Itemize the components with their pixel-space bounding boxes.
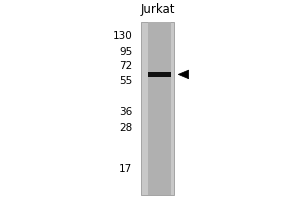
Bar — [148, 22, 170, 195]
Text: Jurkat: Jurkat — [140, 3, 175, 16]
Polygon shape — [178, 70, 189, 79]
Text: 17: 17 — [119, 164, 132, 174]
Text: 72: 72 — [119, 61, 132, 71]
Bar — [148, 72, 170, 77]
Bar — [141, 22, 174, 195]
Text: 55: 55 — [119, 76, 132, 86]
Text: 36: 36 — [119, 107, 132, 117]
Text: 95: 95 — [119, 47, 132, 57]
Text: 130: 130 — [112, 31, 132, 41]
Text: 28: 28 — [119, 123, 132, 133]
